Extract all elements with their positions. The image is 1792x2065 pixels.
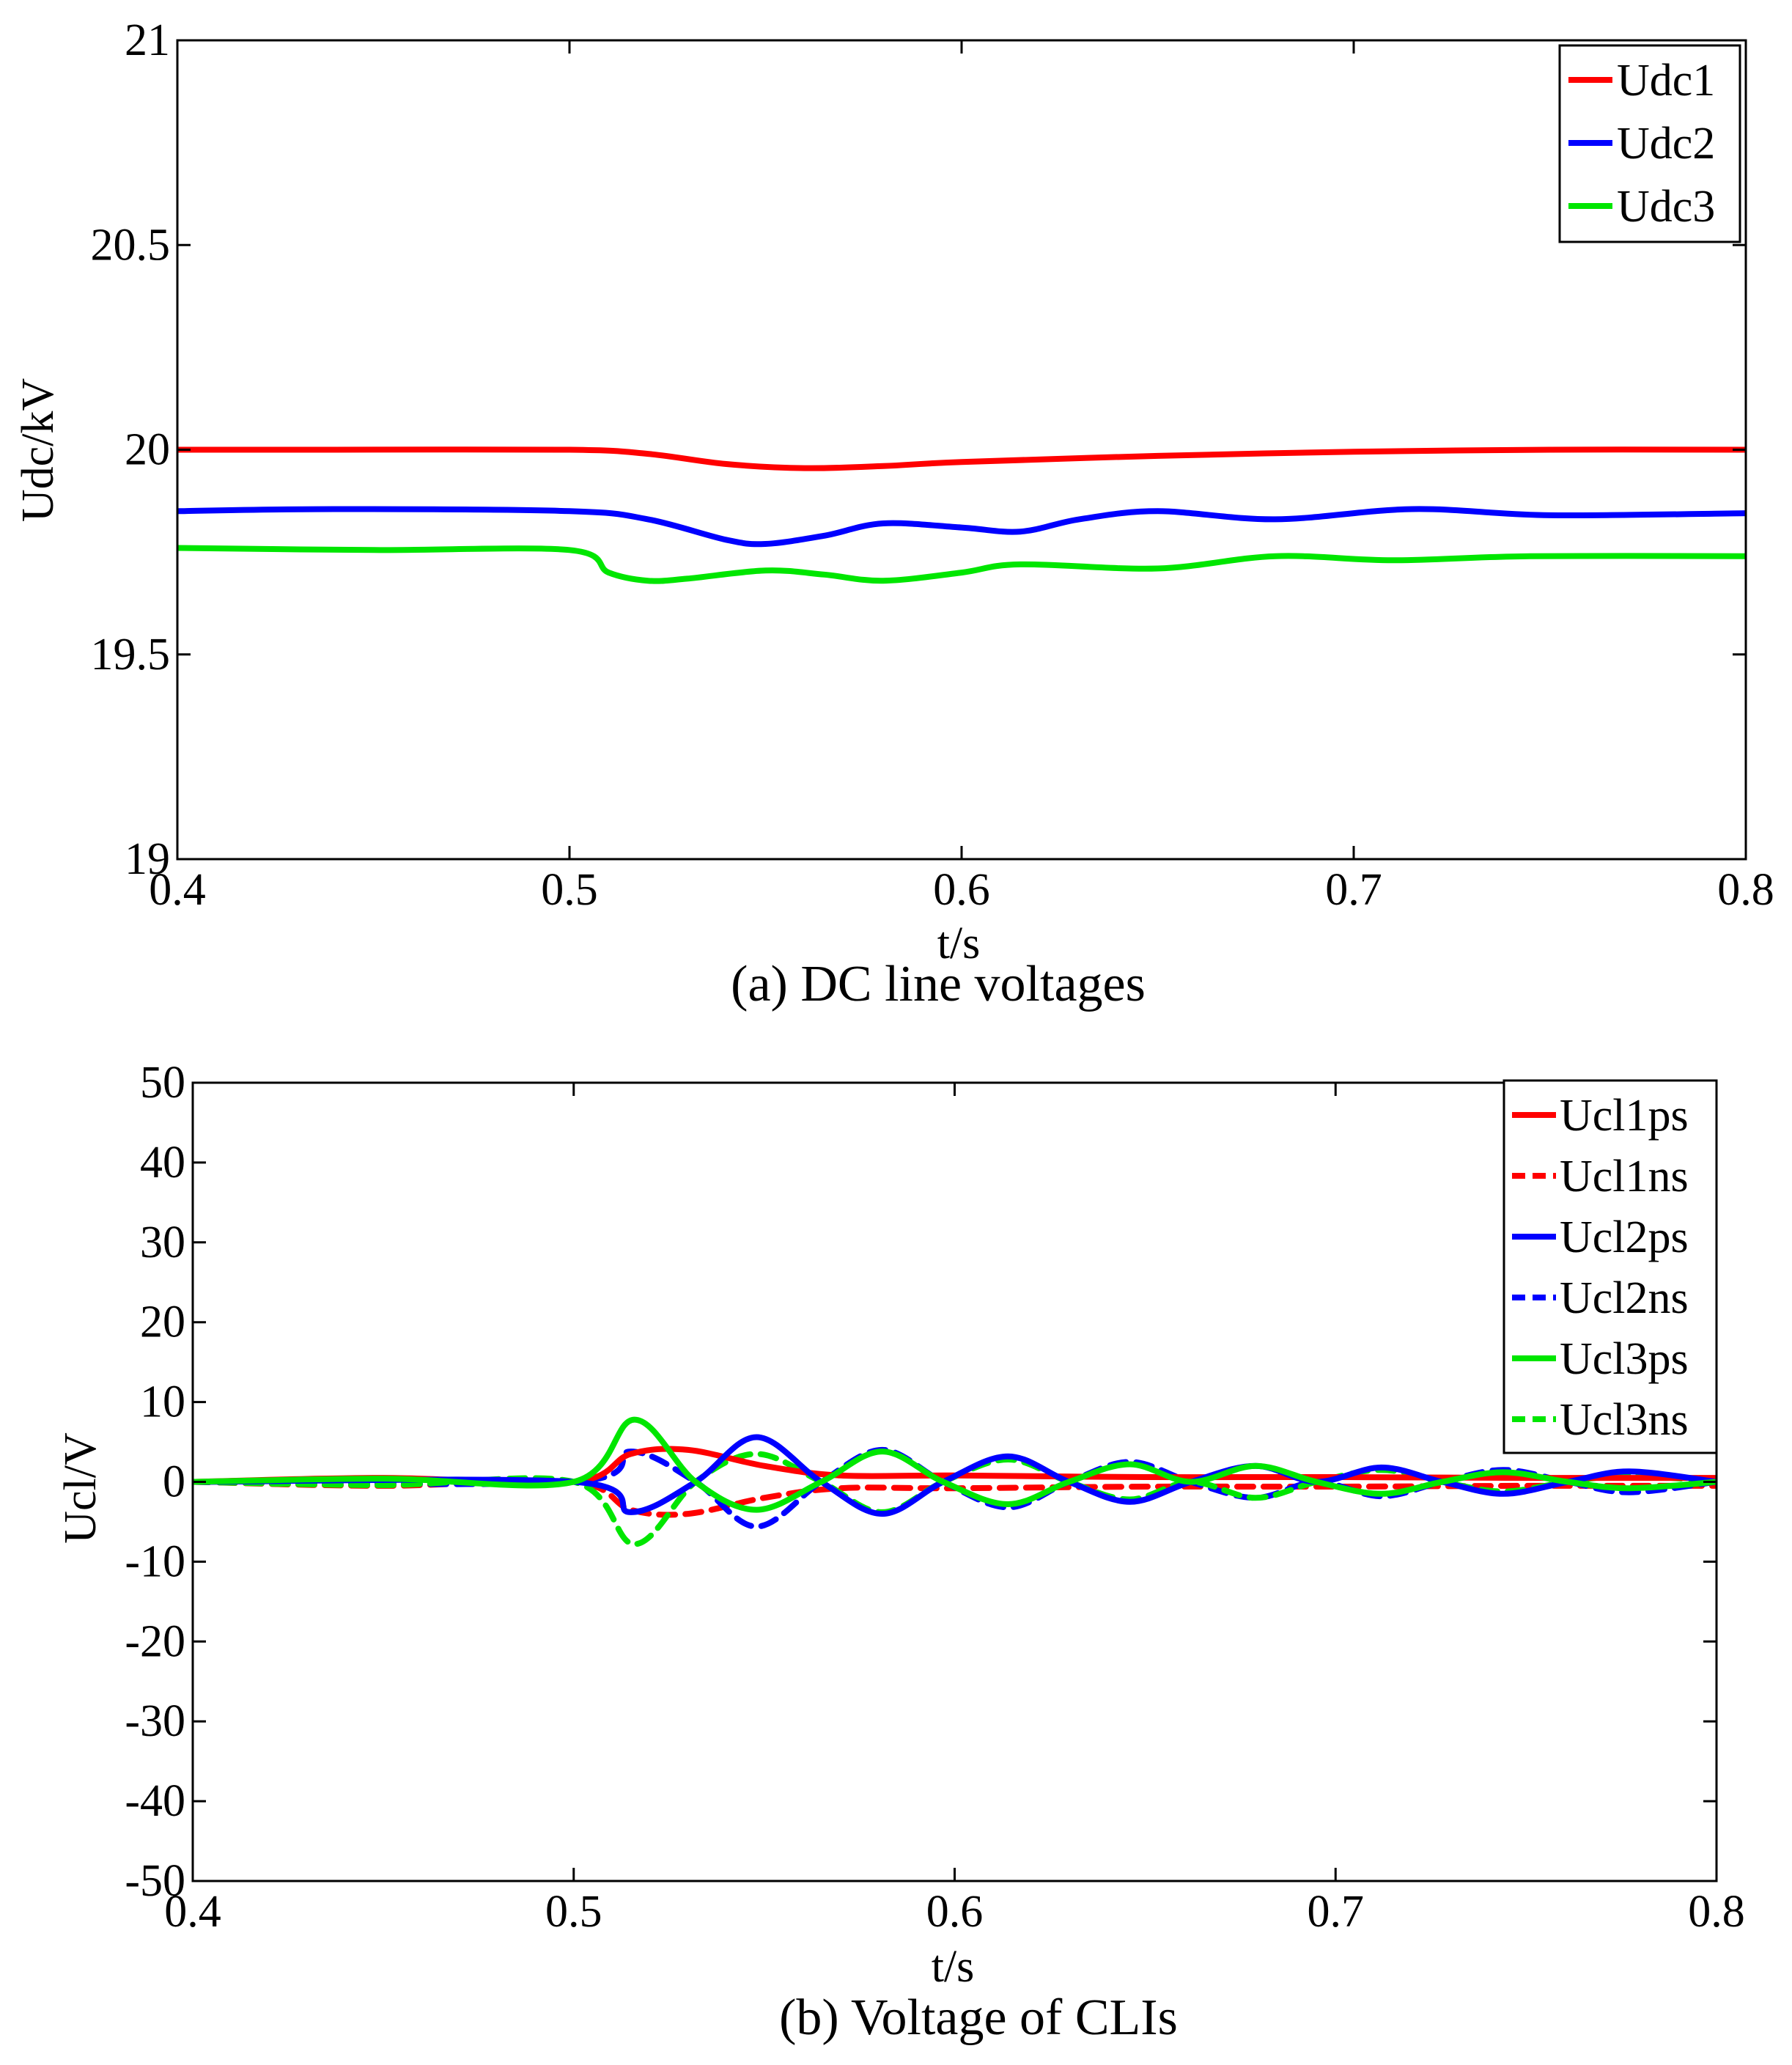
- panel-a-series-udc1: [177, 446, 1746, 471]
- panel-a-caption: (a) DC line voltages: [731, 956, 1146, 1012]
- panel-a-xlabel: t/s: [937, 919, 981, 968]
- panel-b-legend-label-ucl1ps: Ucl1ps: [1560, 1091, 1689, 1141]
- panel-b-legend: Ucl1ps Ucl1ns Ucl2ps Ucl2ns Ucl3ps Ucl3ns: [1502, 1079, 1718, 1454]
- panel-a-legend-label-udc2: Udc2: [1617, 119, 1715, 169]
- panel-a-ytick-label: 19.5: [91, 630, 171, 680]
- panel-b-xlabel: t/s: [932, 1942, 975, 1992]
- panel-a-series-udc3: [177, 545, 1746, 584]
- panel-b-xtick-label: 0.8: [1688, 1887, 1745, 1937]
- panel-b-ytick-label: 10: [140, 1377, 185, 1427]
- panel-b-xtick-label: 0.7: [1308, 1887, 1365, 1937]
- panel-a-xtick-label: 0.7: [1325, 865, 1382, 915]
- panel-a-series-udc2: [177, 506, 1746, 548]
- panel-a-ylabel: Udc/kV: [13, 378, 63, 523]
- panel-b-ylabel: Ucl/V: [56, 1432, 106, 1544]
- panel-b-legend-label-ucl2ps: Ucl2ps: [1560, 1212, 1689, 1262]
- panel-a-xtick-label: 0.5: [541, 865, 598, 915]
- panel-b-legend-label-ucl3ps: Ucl3ps: [1560, 1334, 1689, 1384]
- panel-a-legend-label-udc3: Udc3: [1617, 182, 1715, 232]
- panel-b-series-ucl1ns: [193, 1478, 1717, 1518]
- panel-b-ticks: 0.4 0.5 0.6 0.7 0.8 -50 -40 -30 -20 -10 0 10 20 30 40 5…: [125, 1058, 1744, 1937]
- panel-b-ytick-label: 30: [140, 1218, 185, 1267]
- panel-a-xtick-label: 0.8: [1717, 865, 1774, 915]
- panel-a-ytick-label: 20.5: [91, 220, 171, 270]
- panel-b-series-ucl2ps: [193, 1434, 1717, 1517]
- panel-b-ytick-label: 0: [163, 1457, 185, 1507]
- panel-b-xtick-label: 0.6: [926, 1887, 984, 1937]
- panel-a-xtick-label: 0.6: [933, 865, 990, 915]
- panel-a-ytick-label: 19: [125, 834, 170, 884]
- panel-b-ytick-label: 40: [140, 1138, 185, 1188]
- panel-b-ytick-label: 20: [140, 1297, 185, 1347]
- panel-b-ytick-label: 50: [140, 1058, 185, 1108]
- panel-b-ytick-label: -40: [125, 1776, 185, 1826]
- panel-b-ytick-label: -30: [125, 1696, 185, 1746]
- panel-b-voltage-of-clis: 0.4 0.5 0.6 0.7 0.8 -50 -40 -30 -20 -10 0 10 20 30 40 5…: [56, 1058, 1745, 2046]
- panel-a-xtick-label: 0.4: [149, 865, 206, 915]
- panel-a-legend-label-udc1: Udc1: [1617, 56, 1715, 106]
- panel-b-legend-label-ucl2ns: Ucl2ns: [1560, 1273, 1689, 1323]
- panel-b-ytick-label: -20: [125, 1616, 185, 1666]
- panel-b-legend-box: [1502, 1079, 1718, 1454]
- panel-b-ytick-label: -50: [125, 1856, 185, 1906]
- panel-b-caption: (b) Voltage of CLIs: [779, 1989, 1178, 2046]
- panel-b-ytick-label: -10: [125, 1536, 185, 1586]
- panel-b-plot-area: [191, 1081, 1718, 1882]
- panel-a-ytick-label: 20: [125, 425, 170, 475]
- panel-b-xtick-label: 0.4: [164, 1887, 221, 1937]
- panel-b-legend-label-ucl3ns: Ucl3ns: [1560, 1395, 1689, 1445]
- panel-b-series-ucl3ps: [193, 1416, 1717, 1513]
- panel-a-ytick-label: 21: [125, 15, 170, 65]
- panel-b-legend-label-ucl1ns: Ucl1ns: [1560, 1152, 1689, 1201]
- panel-a-ticks: 0.4 0.5 0.6 0.7 0.8 19 19.5 20 20.5 21: [91, 15, 1774, 915]
- panel-a-dc-line-voltages: 0.4 0.5 0.6 0.7 0.8 19 19.5 20 20.5 21 t/s Udc/kV…: [13, 15, 1774, 1012]
- panel-b-xtick-label: 0.5: [545, 1887, 602, 1937]
- panel-a-legend: Udc1 Udc2 Udc3: [1558, 44, 1741, 243]
